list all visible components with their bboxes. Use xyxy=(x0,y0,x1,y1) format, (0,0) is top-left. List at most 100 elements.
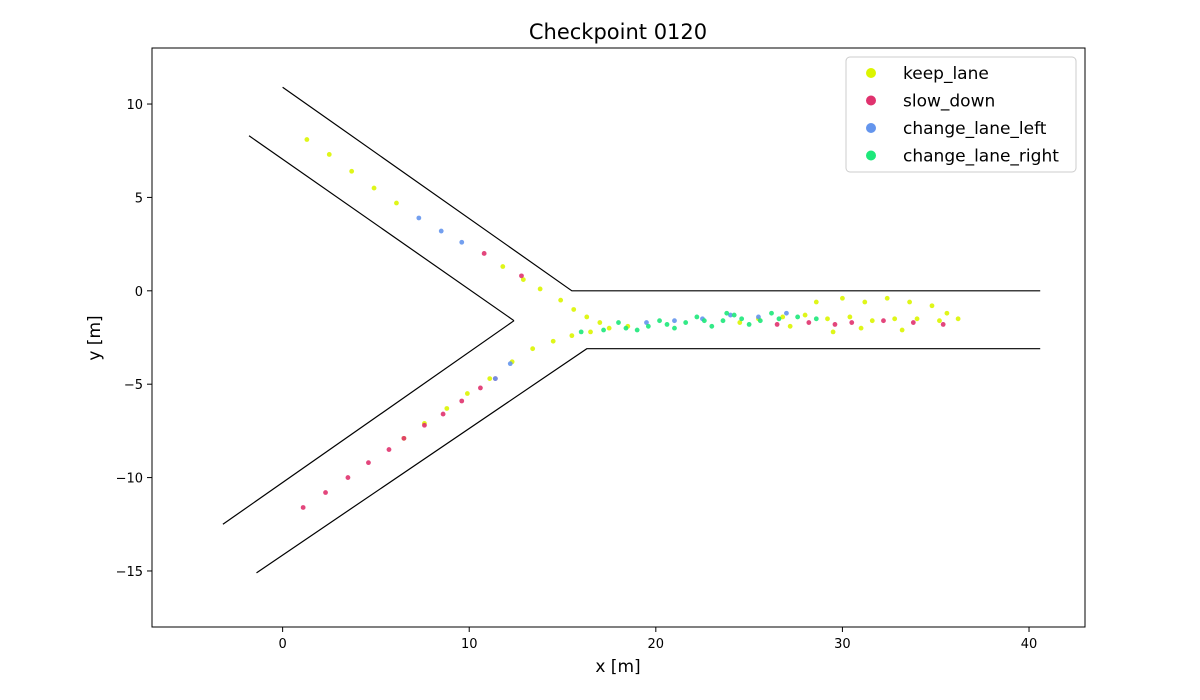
change_lane_right-point xyxy=(665,322,670,327)
road-boundary-lower-outer xyxy=(256,349,1040,573)
change_lane_right-point xyxy=(683,320,688,325)
slow_down-point xyxy=(323,490,328,495)
slow_down-point xyxy=(301,505,306,510)
change_lane_right-point xyxy=(769,311,774,316)
legend-marker-change_lane_right xyxy=(866,151,876,161)
slow_down-point xyxy=(482,251,487,256)
keep_lane-point xyxy=(558,298,563,303)
keep_lane-point xyxy=(538,287,543,292)
series-change_lane_right xyxy=(579,311,819,334)
slow_down-point xyxy=(519,273,524,278)
slow_down-point xyxy=(346,475,351,480)
road-boundary-upper-inner xyxy=(249,136,514,321)
change_lane_right-point xyxy=(635,328,640,333)
slow_down-point xyxy=(402,436,407,441)
slow_down-point xyxy=(387,447,392,452)
change_lane_right-point xyxy=(657,318,662,323)
change_lane_right-point xyxy=(616,320,621,325)
change_lane_right-point xyxy=(758,318,763,323)
x-tick-label: 40 xyxy=(1021,637,1038,652)
legend: keep_lane slow_down change_lane_leftchange… xyxy=(846,57,1076,172)
change_lane_left-point xyxy=(784,311,789,316)
keep_lane-point xyxy=(500,264,505,269)
legend-label-keep_lane: keep_lane xyxy=(903,64,989,84)
keep_lane-point xyxy=(825,316,830,321)
keep_lane-point xyxy=(803,313,808,318)
legend-marker-keep_lane xyxy=(866,68,876,78)
keep_lane-point xyxy=(915,316,920,321)
legend-marker-change_lane_left xyxy=(866,123,876,133)
legend-label-slow_down: slow_down xyxy=(903,92,995,112)
change_lane_right-point xyxy=(777,316,782,321)
y-tick-label: −5 xyxy=(124,378,143,393)
change_lane_right-point xyxy=(795,315,800,320)
keep_lane-point xyxy=(607,326,612,331)
slow_down-point xyxy=(366,460,371,465)
keep_lane-point xyxy=(327,152,332,157)
change_lane_left-point xyxy=(459,240,464,245)
x-tick-label: 0 xyxy=(278,637,286,652)
keep_lane-point xyxy=(930,303,935,308)
series-slow_down xyxy=(301,251,946,510)
y-tick-label: −10 xyxy=(116,472,143,487)
slow_down-point xyxy=(941,322,946,327)
keep_lane-point xyxy=(859,326,864,331)
y-axis-label: y [m] xyxy=(85,315,105,360)
keep_lane-point xyxy=(892,316,897,321)
slow_down-point xyxy=(911,320,916,325)
slow_down-point xyxy=(478,386,483,391)
change_lane_right-point xyxy=(601,328,606,333)
keep_lane-point xyxy=(349,169,354,174)
change_lane_left-point xyxy=(439,229,444,234)
legend-marker-slow_down xyxy=(866,96,876,106)
change_lane_right-point xyxy=(646,324,651,329)
change_lane_right-point xyxy=(732,313,737,318)
keep_lane-point xyxy=(487,376,492,381)
legend-label-change_lane_right: change_lane_right xyxy=(903,147,1059,167)
keep_lane-point xyxy=(465,391,470,396)
keep_lane-point xyxy=(569,333,574,338)
slow_down-point xyxy=(806,320,811,325)
keep_lane-point xyxy=(394,201,399,206)
keep_lane-point xyxy=(814,300,819,305)
keep_lane-point xyxy=(956,316,961,321)
keep_lane-point xyxy=(584,315,589,320)
slow_down-point xyxy=(422,423,427,428)
series-change_lane_left xyxy=(416,216,788,381)
keep_lane-point xyxy=(831,329,836,334)
change_lane_right-point xyxy=(624,326,629,331)
keep_lane-point xyxy=(530,346,535,351)
change_lane_right-point xyxy=(739,316,744,321)
keep_lane-point xyxy=(372,186,377,191)
keep_lane-point xyxy=(551,339,556,344)
change_lane_right-point xyxy=(579,329,584,334)
slow_down-point xyxy=(833,322,838,327)
y-tick-label: −15 xyxy=(116,565,143,580)
change_lane_right-point xyxy=(724,311,729,316)
keep_lane-point xyxy=(847,315,852,320)
series-keep_lane xyxy=(304,137,960,441)
keep_lane-point xyxy=(937,318,942,323)
change_lane_left-point xyxy=(672,318,677,323)
y-tick-label: 5 xyxy=(135,191,143,206)
keep_lane-point xyxy=(571,307,576,312)
slow_down-point xyxy=(441,412,446,417)
x-axis-label: x [m] xyxy=(595,657,640,677)
keep_lane-point xyxy=(907,300,912,305)
keep_lane-point xyxy=(900,328,905,333)
keep_lane-point xyxy=(870,318,875,323)
keep_lane-point xyxy=(597,320,602,325)
change_lane_left-point xyxy=(493,376,498,381)
keep_lane-point xyxy=(885,296,890,301)
road-boundary-lower-inner xyxy=(223,321,514,525)
slow_down-point xyxy=(881,318,886,323)
change_lane_right-point xyxy=(672,326,677,331)
keep_lane-point xyxy=(840,296,845,301)
y-axis-ticks: 10 5 0 −5 −10 −15 xyxy=(116,98,152,580)
x-tick-label: 20 xyxy=(648,637,665,652)
keep_lane-point xyxy=(862,300,867,305)
keep_lane-point xyxy=(788,324,793,329)
slow_down-point xyxy=(775,322,780,327)
change_lane_right-point xyxy=(747,322,752,327)
change_lane_right-point xyxy=(709,324,714,329)
